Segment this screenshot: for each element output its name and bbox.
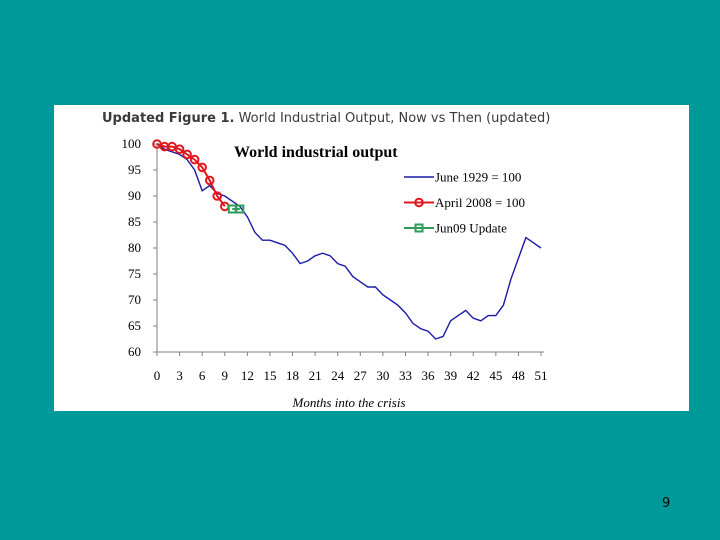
x-tick-label: 42 (467, 368, 480, 383)
data-point (182, 149, 192, 160)
x-tick-label: 9 (222, 368, 229, 383)
figure-panel: Updated Figure 1. World Industrial Outpu… (54, 105, 689, 411)
x-tick-label: 33 (399, 368, 412, 383)
legend-marker (414, 223, 424, 233)
x-tick-label: 21 (309, 368, 322, 383)
x-tick-label: 0 (154, 368, 161, 383)
data-point (204, 175, 215, 186)
y-tick-label: 95 (128, 162, 141, 177)
y-tick-label: 85 (128, 214, 141, 229)
x-tick-label: 45 (489, 368, 502, 383)
x-tick-label: 6 (199, 368, 206, 383)
x-axis-label: Months into the crisis (291, 395, 405, 410)
y-tick-label: 100 (122, 136, 142, 151)
data-point (189, 154, 200, 165)
figure-title: Updated Figure 1. World Industrial Outpu… (102, 111, 550, 126)
figure-title-bold: Updated Figure 1. (102, 111, 234, 126)
x-tick-label: 15 (263, 368, 276, 383)
y-tick-label: 90 (128, 188, 141, 203)
chart-title: World industrial output (234, 144, 398, 161)
legend-label-3: Jun09 Update (435, 221, 507, 236)
x-tick-label: 51 (535, 368, 548, 383)
y-tick-label: 80 (128, 240, 141, 255)
y-tick-label: 60 (128, 344, 141, 359)
legend-marker (414, 197, 424, 208)
x-tick-label: 12 (241, 368, 254, 383)
chart: Updated Figure 1. World Industrial Outpu… (102, 111, 550, 410)
x-tick-label: 36 (422, 368, 436, 383)
page-number: 9 (662, 496, 671, 511)
legend-label-1: June 1929 = 100 (435, 170, 521, 185)
x-tick-label: 3 (176, 368, 183, 383)
x-tick-label: 30 (376, 368, 389, 383)
data-point (174, 144, 185, 155)
x-tick-label: 48 (512, 368, 525, 383)
data-point (235, 204, 245, 214)
y-tick-label: 70 (128, 292, 141, 307)
legend-label-2: April 2008 = 100 (435, 195, 525, 210)
legend: June 1929 = 100 April 2008 = 100 Jun09 Upd… (404, 170, 525, 236)
x-tick-label: 18 (286, 368, 299, 383)
x-tick-label: 39 (444, 368, 457, 383)
y-tick-label: 65 (128, 318, 141, 333)
data-point (212, 191, 223, 201)
x-tick-label: 24 (331, 368, 345, 383)
figure-title-rest: World Industrial Output, Now vs Then (up… (234, 111, 550, 126)
data-point (197, 162, 207, 173)
x-tick-label: 27 (354, 368, 368, 383)
y-tick-label: 75 (128, 266, 141, 281)
